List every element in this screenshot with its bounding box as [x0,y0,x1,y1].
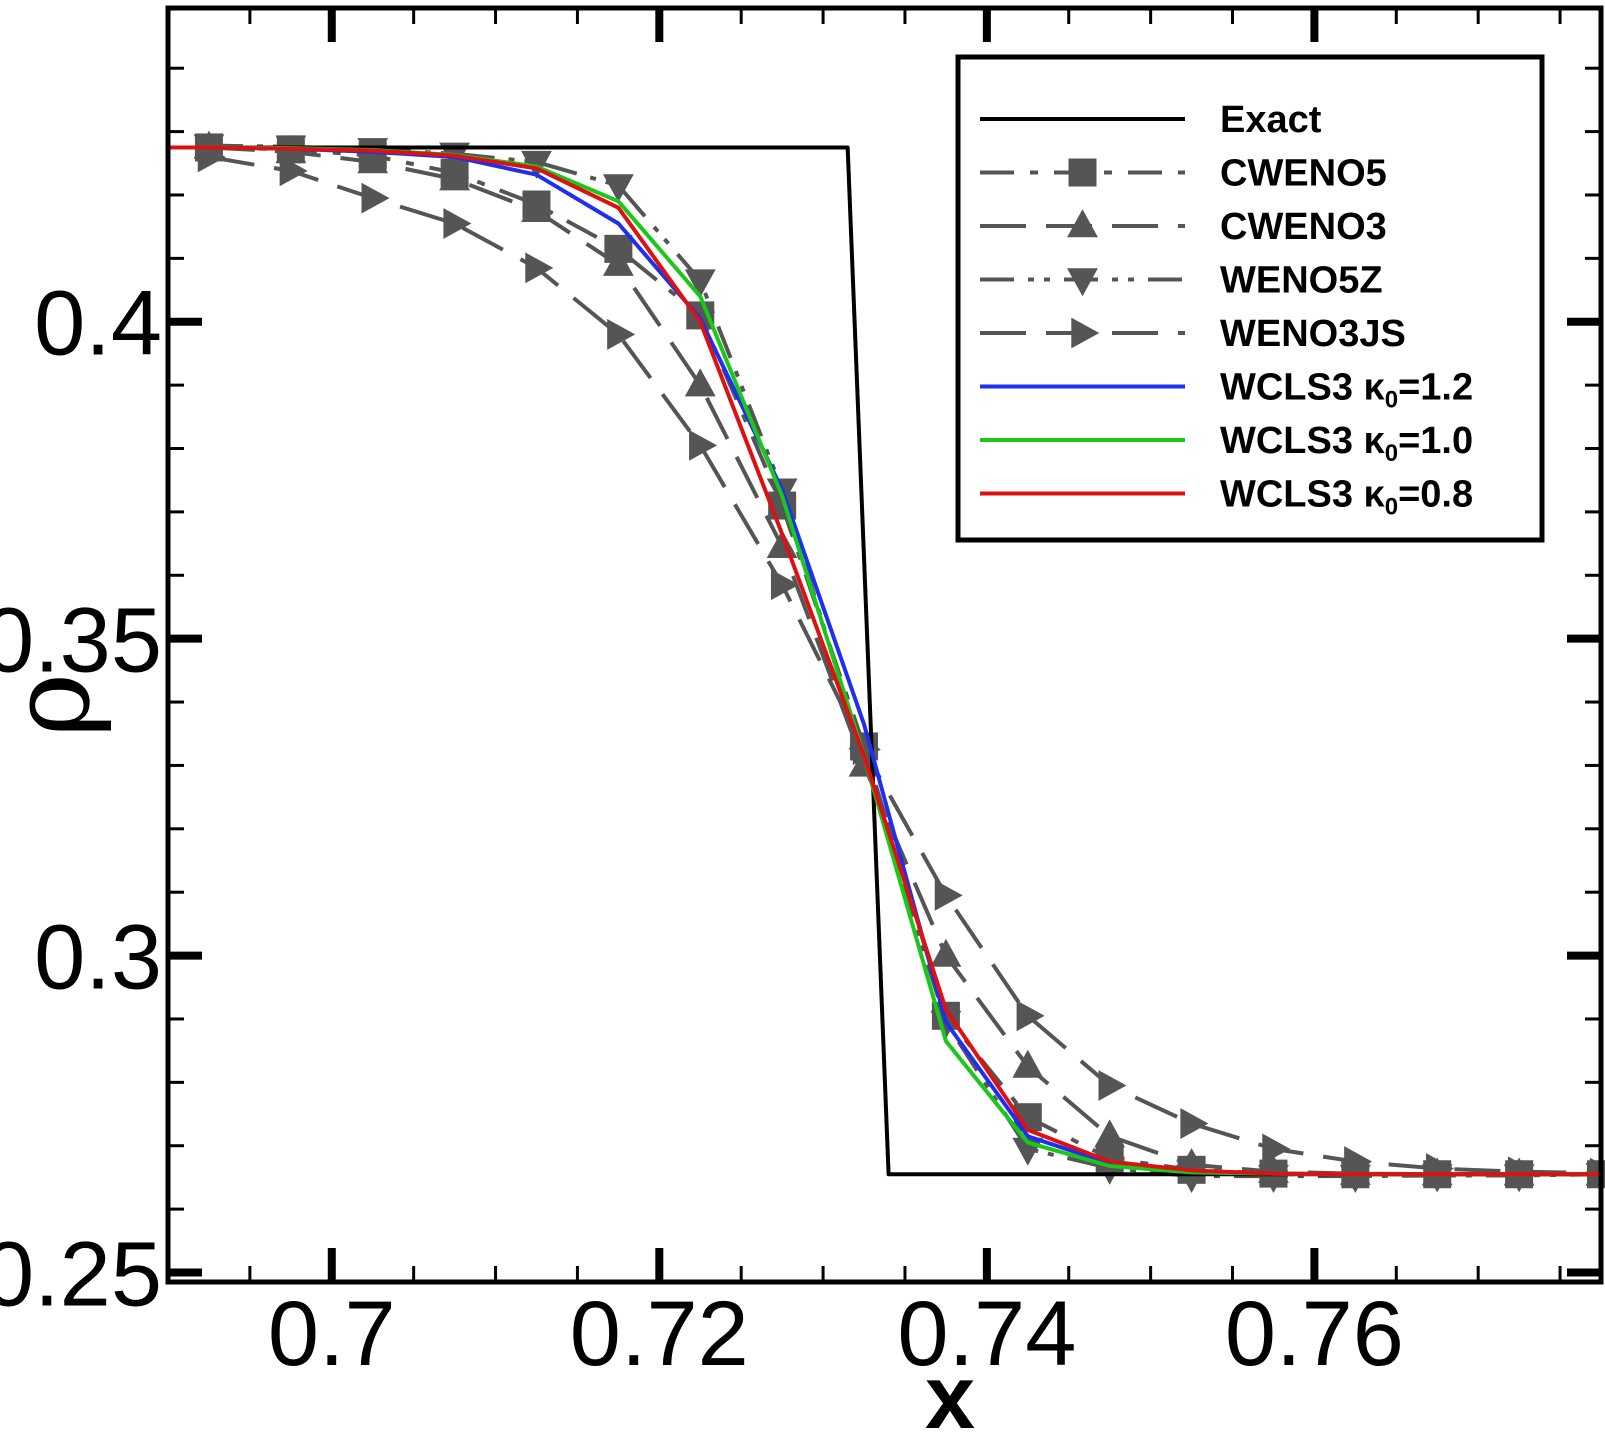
triangle-right-marker [1071,317,1100,349]
square-marker [604,234,633,263]
y-tick-label: 0.3 [34,907,162,1009]
series-line [168,145,1601,1177]
legend-label-main: Exact [1220,99,1322,141]
legend-label-subscript: 0 [1385,494,1398,521]
triangle-right-marker [689,429,718,461]
square-marker [522,190,551,219]
legend-item: WCLS3 κ0=1.2 [980,367,1473,414]
triangle-down-marker [1067,268,1098,297]
series-wcls3-0-0-8 [168,145,1601,1177]
y-axis-title: ρ [0,673,114,738]
legend-item: WCLS3 κ0=0.8 [980,474,1473,521]
triangle-right-marker [1098,1070,1127,1101]
legend-label: WCLS3 κ0=0.8 [1220,474,1473,521]
legend-label: WCLS3 κ0=1.2 [1220,367,1473,414]
triangle-right-marker [607,319,636,350]
triangle-right-marker [1262,1133,1291,1165]
triangle-down-marker [1339,1164,1371,1193]
x-tick-label: 0.7 [268,1283,396,1385]
legend-label-main: WCLS3 κ [1220,420,1386,462]
legend-box [955,54,1545,543]
legend-label-main: WENO3JS [1220,313,1406,355]
triangle-right-marker [443,208,472,239]
y-tick-label: 0.4 [34,273,162,375]
legend-label: WCLS3 κ0=1.0 [1220,420,1473,467]
legend-label-main: WCLS3 κ [1220,474,1386,516]
legend-label-main: WENO5Z [1220,260,1383,302]
triangle-right-marker [525,252,554,284]
y-tick-label: 0.35 [0,590,162,692]
triangle-up-marker [1067,209,1098,238]
legend-item: Exact [980,99,1322,141]
triangle-right-marker [1016,1000,1045,1032]
tick-marks [168,8,1601,1282]
x-axis-title: x [925,1348,975,1438]
triangle-right-marker [934,879,963,911]
plot-series [168,130,1605,1193]
legend-label: Exact [1220,99,1322,141]
triangle-up-marker [930,938,962,967]
triangle-down-marker [602,174,634,203]
legend-label-subscript: 0 [1385,387,1398,414]
square-marker [1068,158,1097,187]
legend-item: CWENO5 [980,153,1387,195]
legend-item: WENO3JS [980,313,1406,355]
x-tick-label: 0.76 [1225,1283,1404,1385]
triangle-up-marker [1012,1049,1044,1078]
x-tick-label: 0.74 [897,1283,1076,1385]
legend-label: CWENO3 [1220,206,1387,248]
triangle-up-marker [684,368,716,397]
legend-item: WCLS3 κ0=1.0 [980,420,1473,467]
legend-item: CWENO3 [980,206,1387,248]
legend-label: WENO3JS [1220,313,1406,355]
legend-label-value: =1.2 [1398,367,1473,409]
x-tick-label: 0.72 [570,1283,749,1385]
legend-label-subscript: 0 [1385,440,1398,467]
legend-label-value: =0.8 [1398,474,1473,516]
legend-label: CWENO5 [1220,153,1387,195]
triangle-right-marker [1180,1108,1209,1139]
triangle-down-marker [684,269,716,298]
legend-label: WENO5Z [1220,260,1383,302]
triangle-up-marker [1094,1119,1126,1148]
legend-item: WENO5Z [980,260,1383,302]
legend-label-value: =1.0 [1398,420,1473,462]
y-tick-label: 0.25 [0,1223,162,1325]
legend-label-main: CWENO5 [1220,153,1387,195]
legend-label-main: WCLS3 κ [1220,367,1386,409]
tick-labels: 0.7 0.72 0.74 0.76 0.25 0.3 0.35 0.4 [0,273,1404,1385]
legend-label-main: CWENO3 [1220,206,1387,248]
series-line [208,154,1602,1175]
triangle-right-marker [361,182,390,214]
triangle-down-marker [1503,1164,1535,1193]
plot-frame [165,5,1604,1285]
triangle-down-marker [1421,1164,1453,1193]
triangle-right-marker [770,569,799,601]
